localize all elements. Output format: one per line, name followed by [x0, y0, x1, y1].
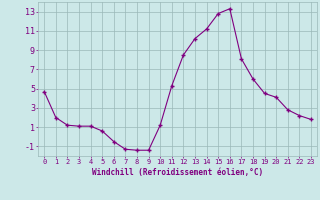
X-axis label: Windchill (Refroidissement éolien,°C): Windchill (Refroidissement éolien,°C) [92, 168, 263, 177]
